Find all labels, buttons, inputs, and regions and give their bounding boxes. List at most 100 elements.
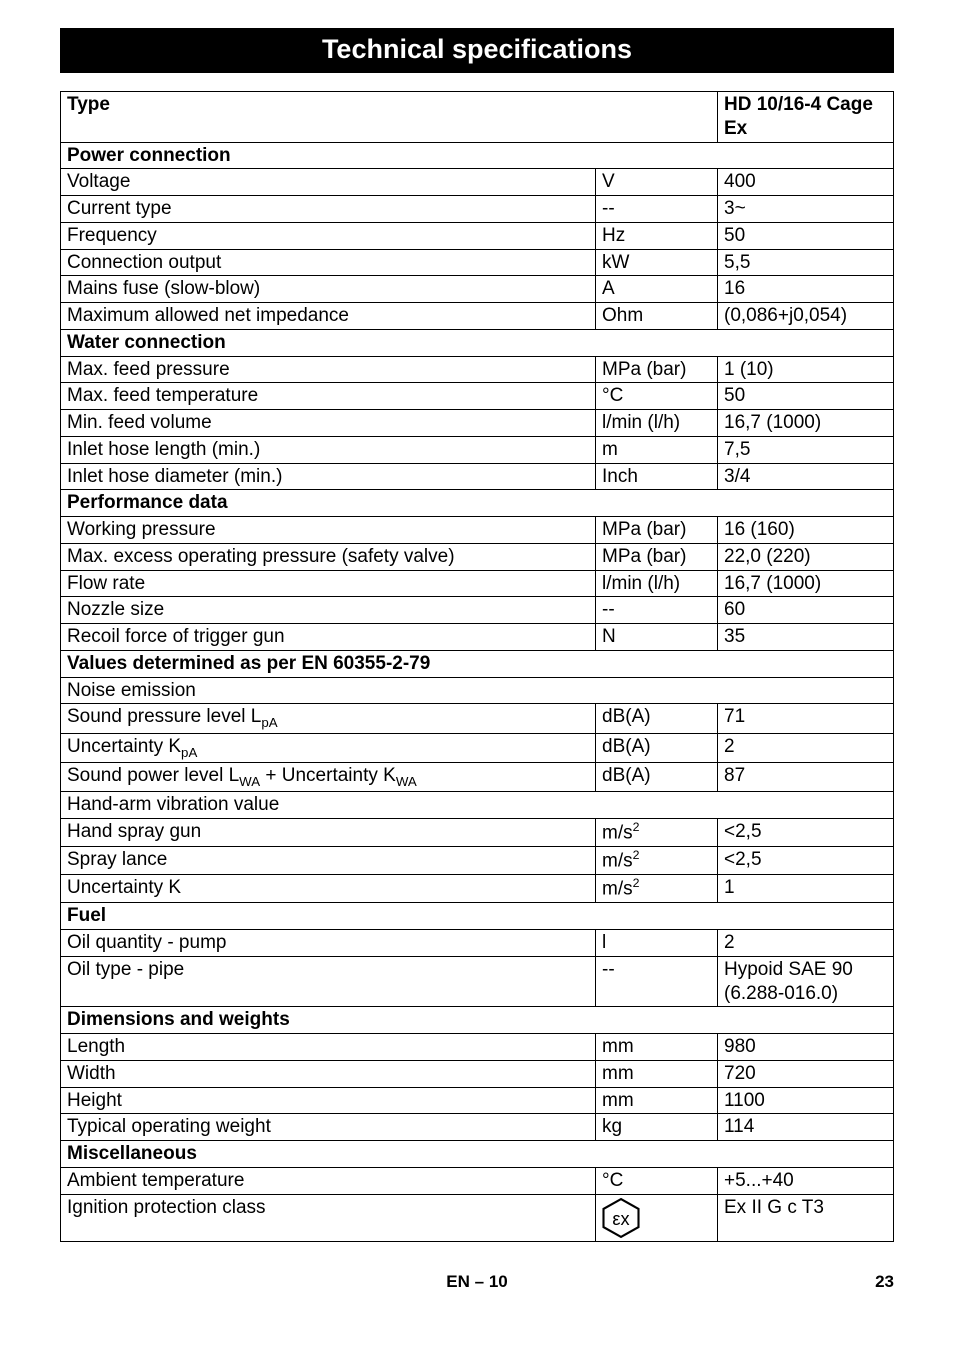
spec-value: 1100 bbox=[718, 1087, 894, 1114]
spec-label: Current type bbox=[61, 196, 596, 223]
spec-unit: N bbox=[596, 624, 718, 651]
spec-value: 7,5 bbox=[718, 436, 894, 463]
spec-value: 16,7 (1000) bbox=[718, 410, 894, 437]
spec-value: 71 bbox=[718, 704, 894, 733]
spec-value: <2,5 bbox=[718, 819, 894, 847]
footer-lang: EN bbox=[446, 1272, 470, 1291]
spec-label: Flow rate bbox=[61, 570, 596, 597]
spec-value: 114 bbox=[718, 1114, 894, 1141]
section-heading: Values determined as per EN 60355-2-79 bbox=[61, 650, 894, 677]
spec-value: Hypoid SAE 90 (6.288-016.0) bbox=[718, 956, 894, 1007]
spec-label: Max. feed pressure bbox=[61, 356, 596, 383]
spec-value: 22,0 (220) bbox=[718, 543, 894, 570]
spec-table: Type HD 10/16-4 Cage Ex Power connection… bbox=[60, 91, 894, 1242]
spec-label: Inlet hose diameter (min.) bbox=[61, 463, 596, 490]
spec-unit: °C bbox=[596, 383, 718, 410]
spec-label: Working pressure bbox=[61, 517, 596, 544]
spec-label: Nozzle size bbox=[61, 597, 596, 624]
spec-unit: l/min (l/h) bbox=[596, 570, 718, 597]
spec-value: +5...+40 bbox=[718, 1167, 894, 1194]
spec-unit: m/s2 bbox=[596, 847, 718, 875]
spec-label: Recoil force of trigger gun bbox=[61, 624, 596, 651]
spec-value: 5,5 bbox=[718, 249, 894, 276]
page-footer: EN – 10 23 bbox=[60, 1272, 894, 1292]
footer-dash: – bbox=[475, 1272, 489, 1291]
type-label: Type bbox=[61, 92, 718, 143]
spec-unit: dB(A) bbox=[596, 704, 718, 733]
spec-label: Typical operating weight bbox=[61, 1114, 596, 1141]
spec-unit: Ohm bbox=[596, 303, 718, 330]
spec-unit: °C bbox=[596, 1167, 718, 1194]
spec-label: Uncertainty KpA bbox=[61, 733, 596, 762]
footer-section-page: 10 bbox=[489, 1272, 508, 1291]
spec-unit: m bbox=[596, 436, 718, 463]
spec-value: <2,5 bbox=[718, 847, 894, 875]
spec-label: Sound pressure level LpA bbox=[61, 704, 596, 733]
spec-label: Oil type - pipe bbox=[61, 956, 596, 1007]
section-heading: Miscellaneous bbox=[61, 1141, 894, 1168]
section-heading: Fuel bbox=[61, 903, 894, 930]
spec-label: Ignition protection class bbox=[61, 1194, 596, 1241]
spec-label: Ambient temperature bbox=[61, 1167, 596, 1194]
spec-unit: -- bbox=[596, 956, 718, 1007]
spec-unit: MPa (bar) bbox=[596, 517, 718, 544]
spec-label: Uncertainty K bbox=[61, 875, 596, 903]
spec-unit: m/s2 bbox=[596, 875, 718, 903]
spec-value: 16,7 (1000) bbox=[718, 570, 894, 597]
spec-value: 400 bbox=[718, 169, 894, 196]
model-value: HD 10/16-4 Cage Ex bbox=[718, 92, 894, 143]
spec-unit: mm bbox=[596, 1034, 718, 1061]
page-title: Technical specifications bbox=[60, 28, 894, 73]
spec-unit: l bbox=[596, 930, 718, 957]
spec-value: 87 bbox=[718, 763, 894, 792]
spec-value: 16 (160) bbox=[718, 517, 894, 544]
spec-value: (0,086+j0,054) bbox=[718, 303, 894, 330]
spec-unit: mm bbox=[596, 1087, 718, 1114]
spec-unit: l/min (l/h) bbox=[596, 410, 718, 437]
section-heading: Performance data bbox=[61, 490, 894, 517]
spec-label: Hand spray gun bbox=[61, 819, 596, 847]
spec-unit: MPa (bar) bbox=[596, 543, 718, 570]
spec-value: 980 bbox=[718, 1034, 894, 1061]
svg-text:εx: εx bbox=[612, 1209, 629, 1229]
spec-unit: dB(A) bbox=[596, 733, 718, 762]
spec-label: Max. feed temperature bbox=[61, 383, 596, 410]
spec-label: Min. feed volume bbox=[61, 410, 596, 437]
spec-value: 1 bbox=[718, 875, 894, 903]
spec-value: 50 bbox=[718, 222, 894, 249]
spec-value: 1 (10) bbox=[718, 356, 894, 383]
spec-value: 2 bbox=[718, 733, 894, 762]
footer-page-number: 23 bbox=[875, 1272, 894, 1292]
spec-unit: V bbox=[596, 169, 718, 196]
spec-label: Maximum allowed net impedance bbox=[61, 303, 596, 330]
spec-unit: m/s2 bbox=[596, 819, 718, 847]
spec-unit: dB(A) bbox=[596, 763, 718, 792]
spec-value: Ex II G c T3 bbox=[718, 1194, 894, 1241]
spec-label: Voltage bbox=[61, 169, 596, 196]
spec-unit: εx bbox=[596, 1194, 718, 1241]
spec-label: Length bbox=[61, 1034, 596, 1061]
spec-label: Connection output bbox=[61, 249, 596, 276]
spec-unit: kW bbox=[596, 249, 718, 276]
spec-label: Height bbox=[61, 1087, 596, 1114]
spec-row-span: Hand-arm vibration value bbox=[61, 792, 894, 819]
spec-value: 2 bbox=[718, 930, 894, 957]
spec-label: Spray lance bbox=[61, 847, 596, 875]
spec-label: Max. excess operating pressure (safety v… bbox=[61, 543, 596, 570]
section-heading: Dimensions and weights bbox=[61, 1007, 894, 1034]
section-heading: Power connection bbox=[61, 142, 894, 169]
spec-unit: Inch bbox=[596, 463, 718, 490]
spec-value: 3~ bbox=[718, 196, 894, 223]
spec-row-span: Noise emission bbox=[61, 677, 894, 704]
spec-label: Width bbox=[61, 1060, 596, 1087]
spec-value: 3/4 bbox=[718, 463, 894, 490]
spec-value: 720 bbox=[718, 1060, 894, 1087]
spec-label: Inlet hose length (min.) bbox=[61, 436, 596, 463]
spec-unit: MPa (bar) bbox=[596, 356, 718, 383]
spec-unit: -- bbox=[596, 196, 718, 223]
spec-label: Mains fuse (slow-blow) bbox=[61, 276, 596, 303]
spec-label: Sound power level LWA + Uncertainty KWA bbox=[61, 763, 596, 792]
spec-value: 16 bbox=[718, 276, 894, 303]
spec-value: 35 bbox=[718, 624, 894, 651]
section-heading: Water connection bbox=[61, 329, 894, 356]
